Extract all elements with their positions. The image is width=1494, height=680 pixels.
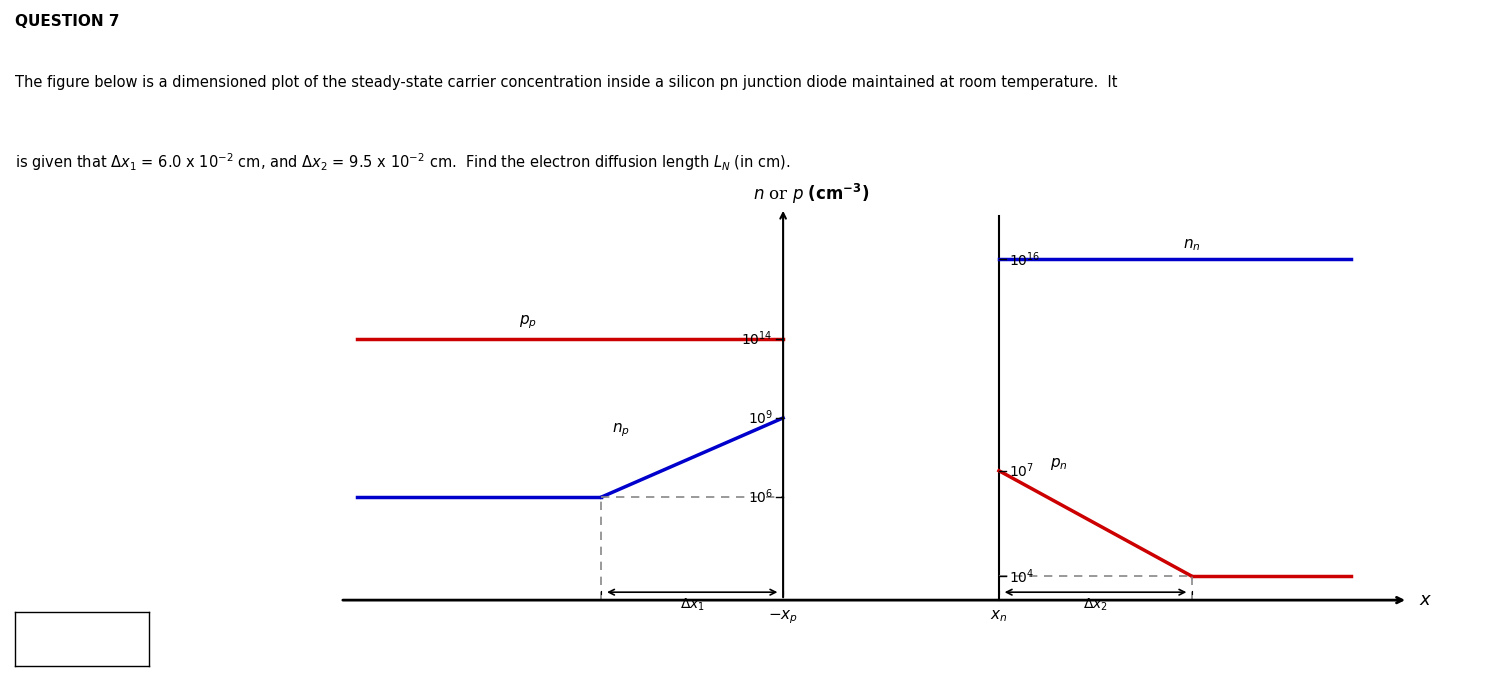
Text: $n_p$: $n_p$ [613,422,630,439]
Text: $10^9$: $10^9$ [747,409,772,427]
Text: is given that $\Delta x_1$ = 6.0 x 10$^{-2}$ cm, and $\Delta x_2$ = 9.5 x 10$^{-: is given that $\Delta x_1$ = 6.0 x 10$^{… [15,152,790,173]
Text: $10^7$: $10^7$ [1008,462,1034,480]
Text: $10^{16}$: $10^{16}$ [1008,250,1041,269]
Text: $\Delta x_2$: $\Delta x_2$ [1083,597,1109,613]
Text: $10^{14}$: $10^{14}$ [741,329,772,348]
Text: $n_n$: $n_n$ [1183,237,1201,253]
Text: The figure below is a dimensioned plot of the steady-state carrier concentration: The figure below is a dimensioned plot o… [15,75,1118,90]
Text: $-x_p$: $-x_p$ [768,608,798,626]
Text: $p_p$: $p_p$ [518,313,536,330]
Text: $n$ or $p$ $\mathbf{(cm^{-3})}$: $n$ or $p$ $\mathbf{(cm^{-3})}$ [753,182,870,205]
Text: $x$: $x$ [1419,591,1433,609]
Text: $10^6$: $10^6$ [747,488,772,507]
Text: $10^4$: $10^4$ [1008,567,1034,585]
Text: $\Delta x_1$: $\Delta x_1$ [680,597,705,613]
Text: $x_n$: $x_n$ [991,608,1007,624]
Text: $p_n$: $p_n$ [1050,456,1068,472]
Text: QUESTION 7: QUESTION 7 [15,14,120,29]
